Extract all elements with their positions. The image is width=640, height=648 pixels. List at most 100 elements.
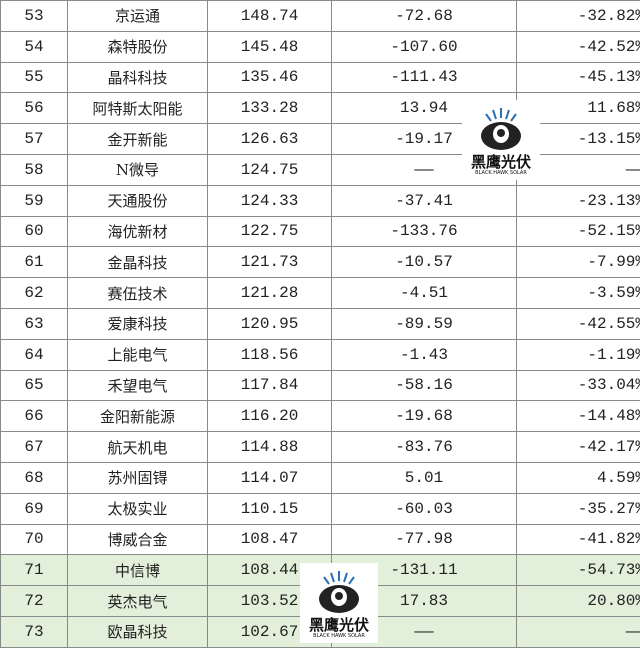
change-cell: -4.51	[332, 278, 517, 309]
name-cell: 森特股份	[68, 31, 208, 62]
rank-cell: 63	[1, 308, 68, 339]
name-cell: 金阳新能源	[68, 401, 208, 432]
name-cell: 欧晶科技	[68, 616, 208, 647]
watermark-cn: 黑鹰光伏	[309, 617, 369, 633]
watermark-logo: 黑鹰光伏 BLACK HAWK SOLAR	[462, 100, 540, 180]
pct-cell: -14.48%	[517, 401, 640, 432]
change-cell: -133.76	[332, 216, 517, 247]
value-cell: 124.33	[208, 185, 332, 216]
value-cell: 122.75	[208, 216, 332, 247]
pct-cell: -3.59%	[517, 278, 640, 309]
change-cell: -60.03	[332, 493, 517, 524]
value-cell: 124.75	[208, 154, 332, 185]
pct-cell: 4.59%	[517, 462, 640, 493]
watermark-en: BLACK HAWK SOLAR	[313, 633, 365, 639]
change-cell: -111.43	[332, 62, 517, 93]
rank-cell: 54	[1, 31, 68, 62]
watermark-cn: 黑鹰光伏	[471, 154, 531, 170]
value-cell: 110.15	[208, 493, 332, 524]
name-cell: N微导	[68, 154, 208, 185]
name-cell: 赛伍技术	[68, 278, 208, 309]
pct-cell: -54.73%	[517, 555, 640, 586]
name-cell: 阿特斯太阳能	[68, 93, 208, 124]
rank-cell: 58	[1, 154, 68, 185]
rank-cell: 53	[1, 1, 68, 32]
pct-cell: -52.15%	[517, 216, 640, 247]
rank-cell: 69	[1, 493, 68, 524]
name-cell: 航天机电	[68, 432, 208, 463]
name-cell: 京运通	[68, 1, 208, 32]
pct-cell: -42.52%	[517, 31, 640, 62]
pct-cell: -42.55%	[517, 308, 640, 339]
change-cell: -58.16	[332, 370, 517, 401]
rank-cell: 68	[1, 462, 68, 493]
value-cell: 118.56	[208, 339, 332, 370]
name-cell: 海优新材	[68, 216, 208, 247]
pct-cell: -42.17%	[517, 432, 640, 463]
rank-cell: 70	[1, 524, 68, 555]
pct-cell: -1.19%	[517, 339, 640, 370]
value-cell: 108.47	[208, 524, 332, 555]
change-cell: -10.57	[332, 247, 517, 278]
pct-cell: -35.27%	[517, 493, 640, 524]
name-cell: 上能电气	[68, 339, 208, 370]
pct-cell: ——	[517, 616, 640, 647]
value-cell: 133.28	[208, 93, 332, 124]
change-cell: -19.68	[332, 401, 517, 432]
change-cell: -107.60	[332, 31, 517, 62]
value-cell: 121.28	[208, 278, 332, 309]
rank-cell: 67	[1, 432, 68, 463]
pct-cell: -23.13%	[517, 185, 640, 216]
name-cell: 苏州固锝	[68, 462, 208, 493]
rank-cell: 72	[1, 586, 68, 617]
watermark-en: BLACK HAWK SOLAR	[475, 170, 527, 176]
name-cell: 博威合金	[68, 524, 208, 555]
value-cell: 126.63	[208, 124, 332, 155]
value-cell: 148.74	[208, 1, 332, 32]
rank-cell: 73	[1, 616, 68, 647]
rank-cell: 57	[1, 124, 68, 155]
rank-cell: 66	[1, 401, 68, 432]
rank-cell: 65	[1, 370, 68, 401]
name-cell: 太极实业	[68, 493, 208, 524]
name-cell: 天通股份	[68, 185, 208, 216]
rank-cell: 60	[1, 216, 68, 247]
rank-cell: 59	[1, 185, 68, 216]
watermark-logo: 黑鹰光伏 BLACK HAWK SOLAR	[300, 563, 378, 643]
rank-cell: 61	[1, 247, 68, 278]
name-cell: 晶科科技	[68, 62, 208, 93]
pct-cell: 20.80%	[517, 586, 640, 617]
change-cell: -1.43	[332, 339, 517, 370]
pct-cell: -33.04%	[517, 370, 640, 401]
value-cell: 116.20	[208, 401, 332, 432]
pct-cell: -41.82%	[517, 524, 640, 555]
pct-cell: -45.13%	[517, 62, 640, 93]
change-cell: -72.68	[332, 1, 517, 32]
hawk-logo-icon	[476, 106, 526, 152]
value-cell: 135.46	[208, 62, 332, 93]
name-cell: 中信博	[68, 555, 208, 586]
rank-cell: 62	[1, 278, 68, 309]
pct-cell: -7.99%	[517, 247, 640, 278]
rank-cell: 55	[1, 62, 68, 93]
name-cell: 金晶科技	[68, 247, 208, 278]
